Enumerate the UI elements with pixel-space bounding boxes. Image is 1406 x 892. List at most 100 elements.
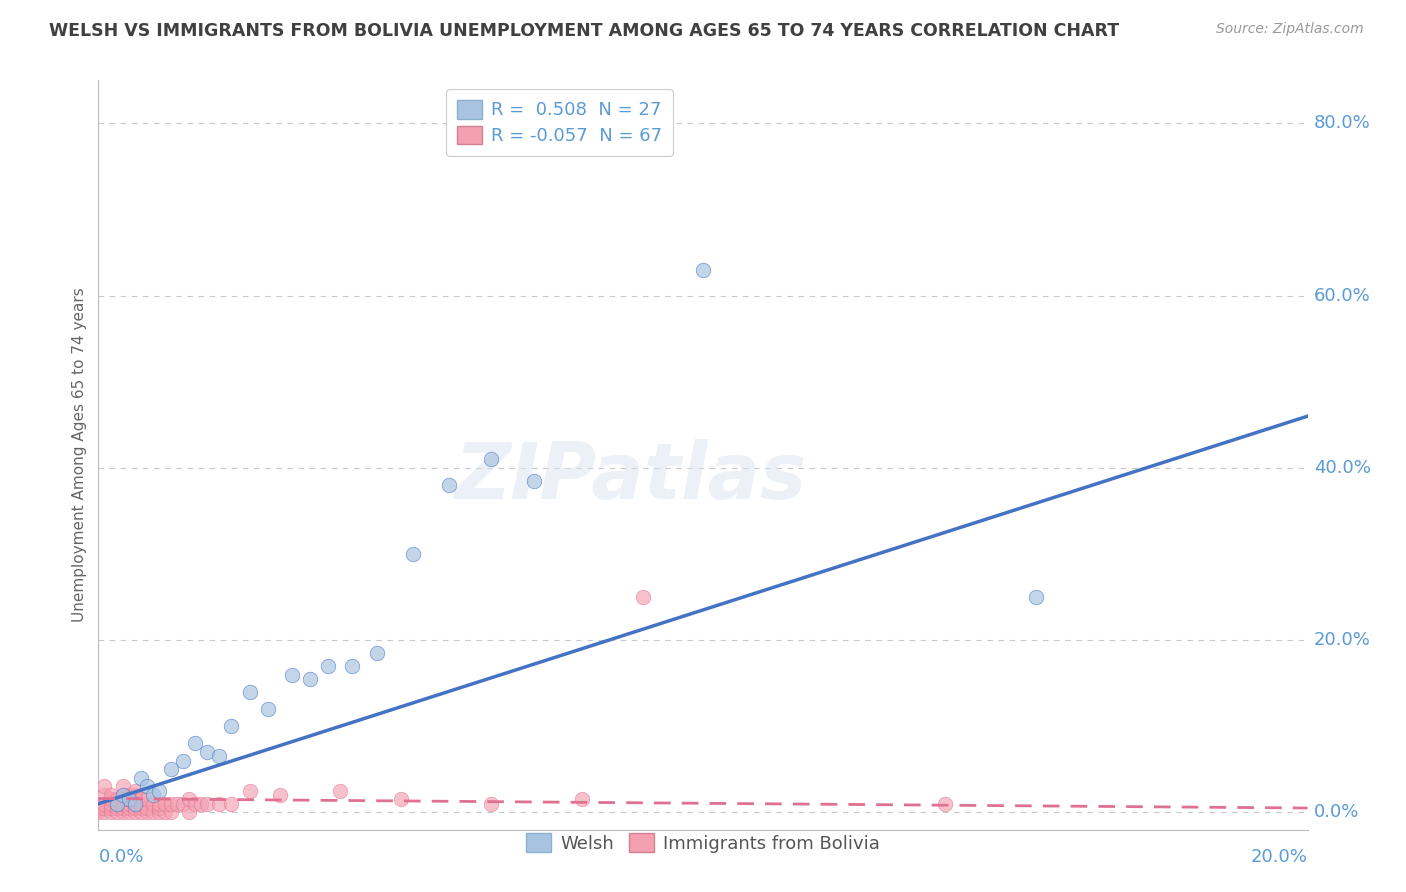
Point <box>129 805 152 820</box>
Point <box>208 797 231 811</box>
Point <box>179 805 201 820</box>
Point <box>481 452 503 467</box>
Point <box>239 685 262 699</box>
Point <box>129 771 152 785</box>
Point <box>124 797 146 811</box>
Point <box>160 762 183 776</box>
Point <box>299 672 322 686</box>
Point <box>208 749 231 764</box>
Point <box>105 801 128 815</box>
Point <box>93 780 115 794</box>
Point <box>100 801 122 815</box>
Point <box>160 805 183 820</box>
Point <box>118 792 141 806</box>
Point <box>93 797 115 811</box>
Point <box>1024 590 1046 604</box>
Point <box>100 792 122 806</box>
Point <box>100 797 122 811</box>
Point <box>105 792 128 806</box>
Point <box>281 667 304 681</box>
Point <box>87 801 110 815</box>
Point <box>523 474 546 488</box>
Point <box>329 784 352 798</box>
Point <box>221 719 243 733</box>
Point <box>105 805 128 820</box>
Point <box>111 797 134 811</box>
Point <box>184 797 207 811</box>
Point <box>93 805 115 820</box>
Point <box>179 792 201 806</box>
Point <box>111 788 134 802</box>
Point <box>481 797 503 811</box>
Point <box>148 801 170 815</box>
Point <box>135 805 157 820</box>
Point <box>118 797 141 811</box>
Point <box>190 797 212 811</box>
Point <box>118 801 141 815</box>
Point <box>124 788 146 802</box>
Text: ZIPatlas: ZIPatlas <box>454 440 807 516</box>
Point <box>316 659 339 673</box>
Point <box>571 792 593 806</box>
Point <box>118 792 141 806</box>
Point <box>269 788 291 802</box>
Point <box>934 797 956 811</box>
Point <box>631 590 654 604</box>
Point <box>105 797 128 811</box>
Point <box>389 792 412 806</box>
Text: 40.0%: 40.0% <box>1313 458 1371 477</box>
Point <box>124 784 146 798</box>
Point <box>124 805 146 820</box>
Point <box>142 788 165 802</box>
Point <box>118 805 141 820</box>
Point <box>172 797 194 811</box>
Point <box>118 788 141 802</box>
Point <box>166 797 188 811</box>
Point <box>692 262 714 277</box>
Point <box>342 659 364 673</box>
Legend: Welsh, Immigrants from Bolivia: Welsh, Immigrants from Bolivia <box>517 824 889 862</box>
Text: WELSH VS IMMIGRANTS FROM BOLIVIA UNEMPLOYMENT AMONG AGES 65 TO 74 YEARS CORRELAT: WELSH VS IMMIGRANTS FROM BOLIVIA UNEMPLO… <box>49 22 1119 40</box>
Point <box>111 801 134 815</box>
Point <box>135 792 157 806</box>
Text: Source: ZipAtlas.com: Source: ZipAtlas.com <box>1216 22 1364 37</box>
Point <box>437 478 460 492</box>
Point <box>160 797 183 811</box>
Point <box>153 805 176 820</box>
Point <box>195 745 218 759</box>
Point <box>111 788 134 802</box>
Point <box>366 646 388 660</box>
Point <box>87 797 110 811</box>
Point <box>221 797 243 811</box>
Text: 0.0%: 0.0% <box>1313 804 1360 822</box>
Point <box>100 805 122 820</box>
Point <box>111 780 134 794</box>
Point <box>124 797 146 811</box>
Point <box>148 797 170 811</box>
Point <box>239 784 262 798</box>
Point <box>129 797 152 811</box>
Point <box>148 784 170 798</box>
Point <box>129 792 152 806</box>
Point <box>148 805 170 820</box>
Point <box>402 547 425 561</box>
Point <box>195 797 218 811</box>
Point <box>135 801 157 815</box>
Point <box>87 805 110 820</box>
Point <box>184 736 207 750</box>
Point <box>124 792 146 806</box>
Y-axis label: Unemployment Among Ages 65 to 74 years: Unemployment Among Ages 65 to 74 years <box>72 287 87 623</box>
Point <box>129 801 152 815</box>
Text: 60.0%: 60.0% <box>1313 286 1371 304</box>
Point <box>105 797 128 811</box>
Text: 80.0%: 80.0% <box>1313 114 1371 132</box>
Point <box>124 801 146 815</box>
Point <box>142 805 165 820</box>
Point <box>153 797 176 811</box>
Point <box>100 788 122 802</box>
Text: 20.0%: 20.0% <box>1313 631 1371 649</box>
Point <box>256 702 278 716</box>
Point <box>111 792 134 806</box>
Point <box>135 780 157 794</box>
Point <box>142 797 165 811</box>
